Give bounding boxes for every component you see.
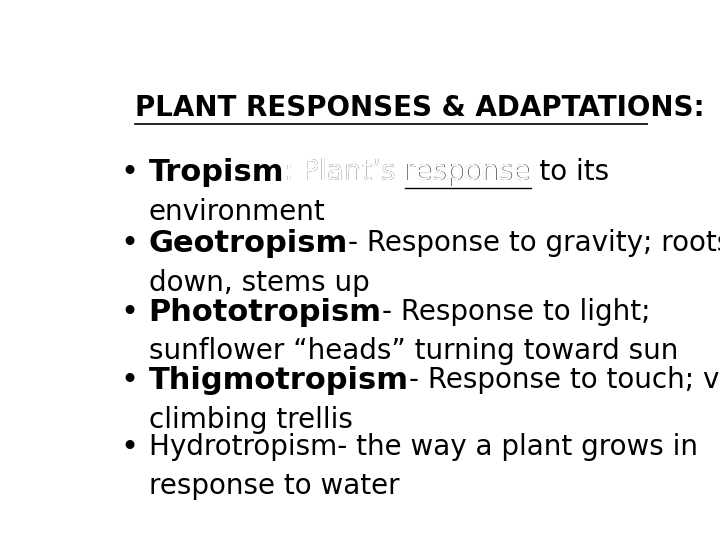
Text: : Plant’s response to its: : Plant’s response to its bbox=[284, 158, 609, 186]
Text: Hydrotropism- the way a plant grows in: Hydrotropism- the way a plant grows in bbox=[148, 433, 698, 461]
Text: - Response to gravity; roots: - Response to gravity; roots bbox=[348, 229, 720, 257]
Text: response to water: response to water bbox=[148, 472, 399, 500]
Text: •: • bbox=[121, 366, 139, 395]
Text: Tropism: Tropism bbox=[148, 158, 284, 187]
Text: •: • bbox=[121, 433, 139, 462]
Text: sunflower “heads” turning toward sun: sunflower “heads” turning toward sun bbox=[148, 337, 678, 365]
Text: •: • bbox=[121, 158, 139, 187]
Text: •: • bbox=[121, 298, 139, 327]
Text: environment: environment bbox=[148, 198, 325, 226]
Text: •: • bbox=[121, 229, 139, 258]
Text: - Response to touch; vine: - Response to touch; vine bbox=[408, 366, 720, 394]
Text: Geotropism: Geotropism bbox=[148, 229, 348, 258]
Text: Phototropism: Phototropism bbox=[148, 298, 382, 327]
Text: climbing trellis: climbing trellis bbox=[148, 406, 353, 434]
Text: response: response bbox=[405, 158, 531, 186]
Text: - Response to light;: - Response to light; bbox=[382, 298, 650, 326]
Text: Thigmotropism: Thigmotropism bbox=[148, 366, 408, 395]
Text: : Plant’s: : Plant’s bbox=[284, 158, 405, 186]
Text: PLANT RESPONSES & ADAPTATIONS:: PLANT RESPONSES & ADAPTATIONS: bbox=[135, 94, 704, 122]
Text: down, stems up: down, stems up bbox=[148, 268, 369, 296]
